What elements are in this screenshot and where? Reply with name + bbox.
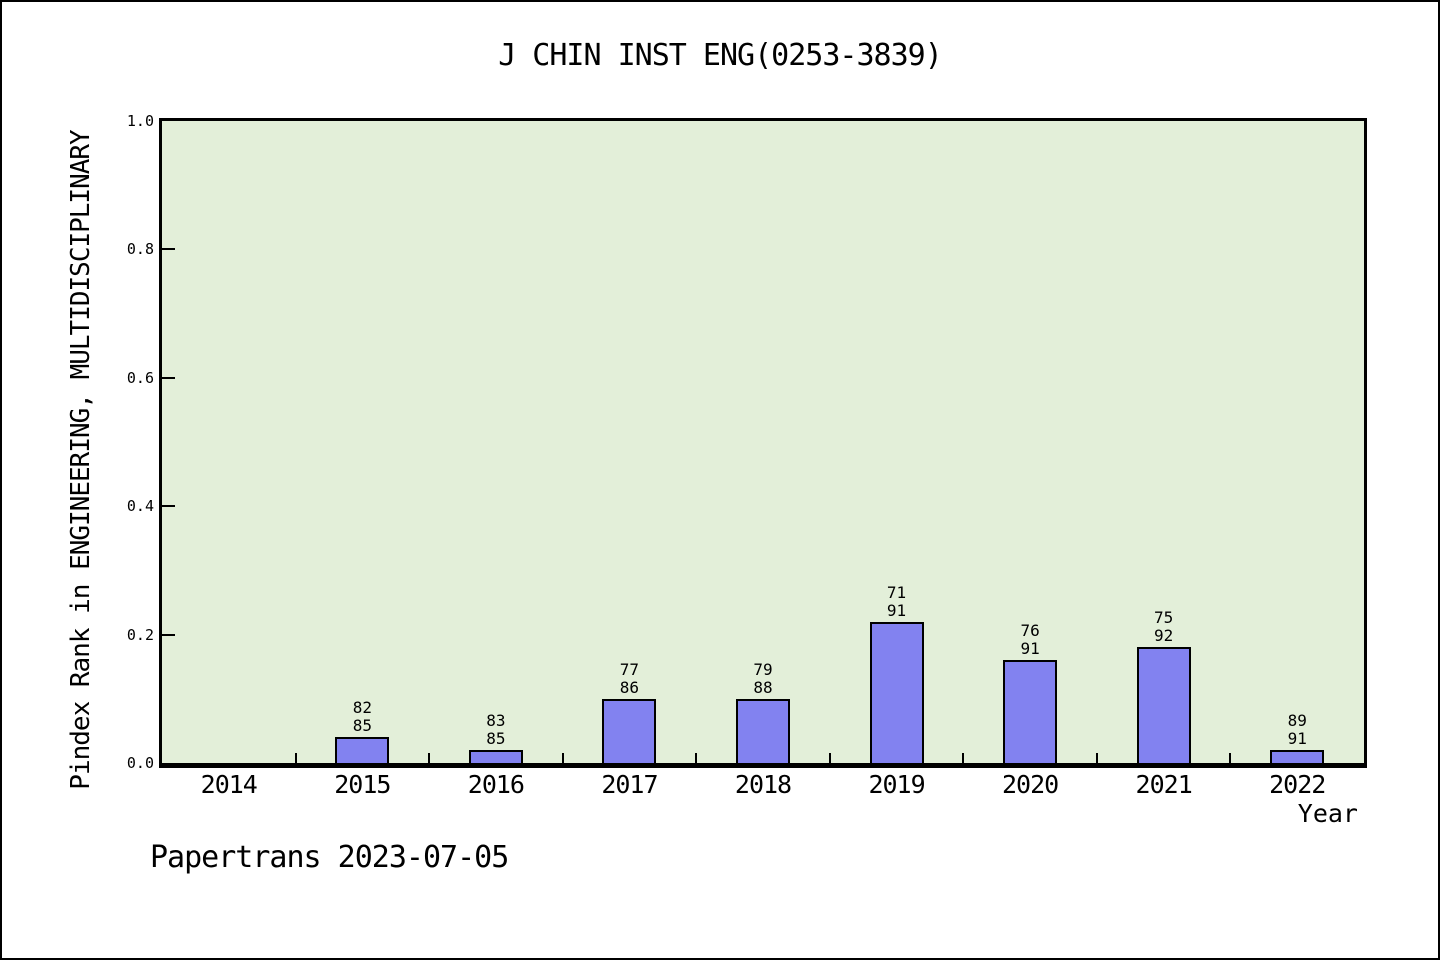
y-tick-mark: [162, 248, 175, 251]
bar-value-label: 83 85: [486, 711, 506, 749]
x-tick-label: 2014: [200, 770, 258, 799]
footer-watermark: Papertrans 2023-07-05: [150, 840, 509, 875]
bar-2018: [736, 698, 790, 763]
x-tick-label: 2017: [601, 770, 658, 799]
x-tick-label: 2022: [1269, 770, 1326, 799]
x-tick-mark: [828, 753, 831, 763]
x-tick-label: 2016: [467, 770, 525, 799]
bar-value-label: 89 91: [1287, 711, 1307, 749]
bar-2015: [335, 737, 390, 763]
y-tick-label: 0.4: [126, 497, 154, 516]
plot-area: 82 85 83 85 77 86 79 88 71 91 76 91 75 92 89 91: [159, 118, 1367, 768]
chart-title: J CHIN INST ENG(0253-3839): [498, 38, 943, 73]
bar-2017: [602, 698, 657, 763]
y-tick-label: 0.8: [126, 240, 154, 259]
bar-2016: [468, 750, 523, 763]
bar-2021: [1136, 647, 1191, 763]
y-tick-label: 0.2: [126, 625, 154, 644]
y-tick-mark: [162, 505, 175, 508]
x-axis-title: Year: [1297, 799, 1358, 828]
x-tick-mark: [294, 753, 297, 763]
x-tick-mark: [428, 753, 431, 763]
x-tick-label: 2019: [868, 770, 925, 799]
x-tick-label: 2018: [734, 770, 792, 799]
x-tick-mark: [1229, 753, 1232, 763]
y-tick-mark: [162, 376, 175, 379]
bar-2019: [869, 621, 924, 763]
y-tick-label: 0.0: [126, 754, 154, 772]
y-tick-mark: [162, 633, 175, 636]
x-tick-mark: [561, 753, 564, 763]
x-tick-mark: [962, 753, 965, 763]
bar-2020: [1003, 660, 1058, 763]
x-tick-label: 2021: [1135, 770, 1193, 799]
y-tick-label: 0.6: [126, 368, 154, 387]
bar-2022: [1270, 750, 1325, 763]
y-tick-label: 1.0: [126, 112, 154, 130]
x-tick-label: 2015: [334, 770, 391, 799]
y-axis-title: Pindex Rank in ENGINEERING, MULTIDISCIPL…: [66, 130, 96, 790]
x-tick-mark: [695, 753, 698, 763]
bar-value-label: 77 86: [619, 659, 640, 697]
bar-value-label: 79 88: [753, 659, 773, 697]
x-tick-label: 2020: [1002, 770, 1059, 799]
bar-value-label: 75 92: [1154, 608, 1174, 646]
x-tick-mark: [1095, 753, 1098, 763]
bar-value-label: 76 91: [1020, 621, 1040, 659]
bar-value-label: 82 85: [352, 698, 372, 736]
bar-value-label: 71 91: [886, 582, 907, 620]
